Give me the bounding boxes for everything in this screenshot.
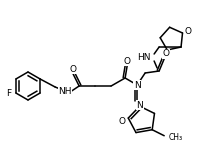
Text: N: N: [133, 80, 140, 90]
Text: O: O: [183, 27, 190, 35]
Text: N: N: [136, 101, 142, 110]
Text: O: O: [118, 117, 125, 126]
Text: O: O: [123, 57, 130, 66]
Text: NH: NH: [58, 86, 71, 95]
Text: O: O: [69, 65, 76, 74]
Text: HN: HN: [137, 53, 150, 62]
Text: CH₃: CH₃: [167, 133, 181, 142]
Text: F: F: [6, 89, 11, 98]
Text: O: O: [162, 49, 169, 58]
